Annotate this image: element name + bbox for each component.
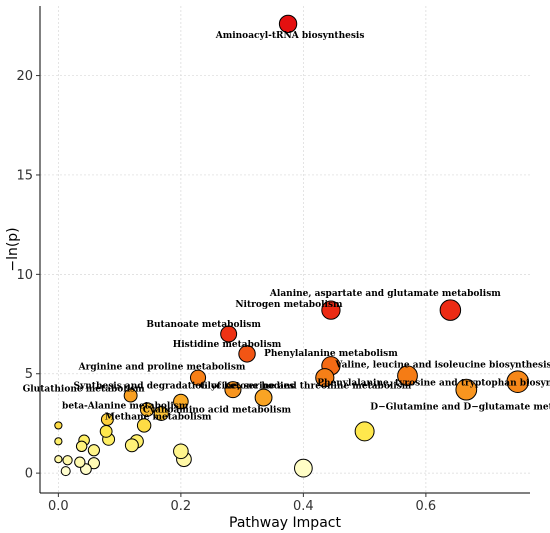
point-label: Aminoacyl-tRNA biosynthesis <box>215 31 365 41</box>
data-point <box>173 393 189 410</box>
data-point <box>87 457 101 470</box>
point-label: D−Glutamine and D−glutamate metabolism <box>370 403 550 413</box>
y-tick-label: 10 <box>16 268 33 283</box>
data-point <box>173 443 189 460</box>
data-point <box>354 421 375 442</box>
y-tick-label: 20 <box>16 69 33 84</box>
y-tick-label: 5 <box>25 367 33 382</box>
data-point <box>54 437 63 446</box>
data-points <box>54 14 530 478</box>
data-point <box>294 458 313 478</box>
data-point <box>455 378 478 401</box>
point-label: Glutathione metabolism <box>23 385 146 395</box>
y-tick-label: 0 <box>25 467 33 482</box>
data-point <box>506 370 530 393</box>
data-point <box>136 418 152 433</box>
point-label: Cyanoamino acid metabolism <box>143 406 292 416</box>
data-point <box>124 438 139 453</box>
data-point <box>153 405 169 421</box>
x-tick-label: 0.2 <box>171 499 192 514</box>
data-point <box>123 388 138 403</box>
data-point <box>238 345 256 363</box>
x-tick-label: 0.0 <box>48 499 69 514</box>
data-point <box>99 424 113 438</box>
data-point <box>321 300 341 320</box>
x-axis-title: Pathway Impact <box>229 515 341 531</box>
x-tick-label: 0.4 <box>293 499 314 514</box>
point-label: Methane metabolism <box>105 412 212 422</box>
point-label: Phenylalanine, tyrosine and tryptophan b… <box>317 379 550 389</box>
data-point <box>254 388 273 407</box>
data-point <box>220 325 238 343</box>
data-point <box>54 455 63 464</box>
data-point <box>74 456 86 468</box>
data-point <box>54 421 63 430</box>
data-point <box>278 14 298 34</box>
y-axis-title: −ln(p) <box>5 227 21 271</box>
data-point <box>439 299 462 321</box>
point-label: Synthesis and degradation of ketone bodi… <box>74 382 295 392</box>
grid-lines <box>40 6 530 493</box>
data-point <box>315 368 335 388</box>
data-point <box>397 365 418 387</box>
point-label: Valine, leucine and isoleucine biosynthe… <box>334 361 550 371</box>
point-label: Histidine metabolism <box>173 340 282 350</box>
x-tick-label: 0.6 <box>416 499 437 514</box>
data-point <box>87 444 101 457</box>
data-point <box>60 466 71 477</box>
point-label: Phenylalanine metabolism <box>264 349 398 359</box>
data-point <box>189 369 207 386</box>
data-point <box>139 402 155 417</box>
point-label: beta-Alanine metabolism <box>62 402 189 412</box>
data-point <box>75 440 88 453</box>
data-point <box>62 455 73 466</box>
point-label: Butanoate metabolism <box>146 320 261 330</box>
point-label: Arginine and proline metabolism <box>78 363 246 373</box>
point-labels: Aminoacyl-tRNA biosynthesis Alanine, aspa… <box>23 31 550 423</box>
data-point <box>224 381 242 399</box>
y-tick-label: 15 <box>16 168 33 183</box>
point-label: Glycine, serine and threonine metabolism <box>200 382 412 392</box>
axis-ticks: 0.0 0.2 0.4 0.6 0 5 10 15 20 <box>16 69 436 514</box>
point-label: Nitrogen metabolism <box>235 300 343 310</box>
point-label: Alanine, aspartate and glutamate metabol… <box>269 289 501 299</box>
